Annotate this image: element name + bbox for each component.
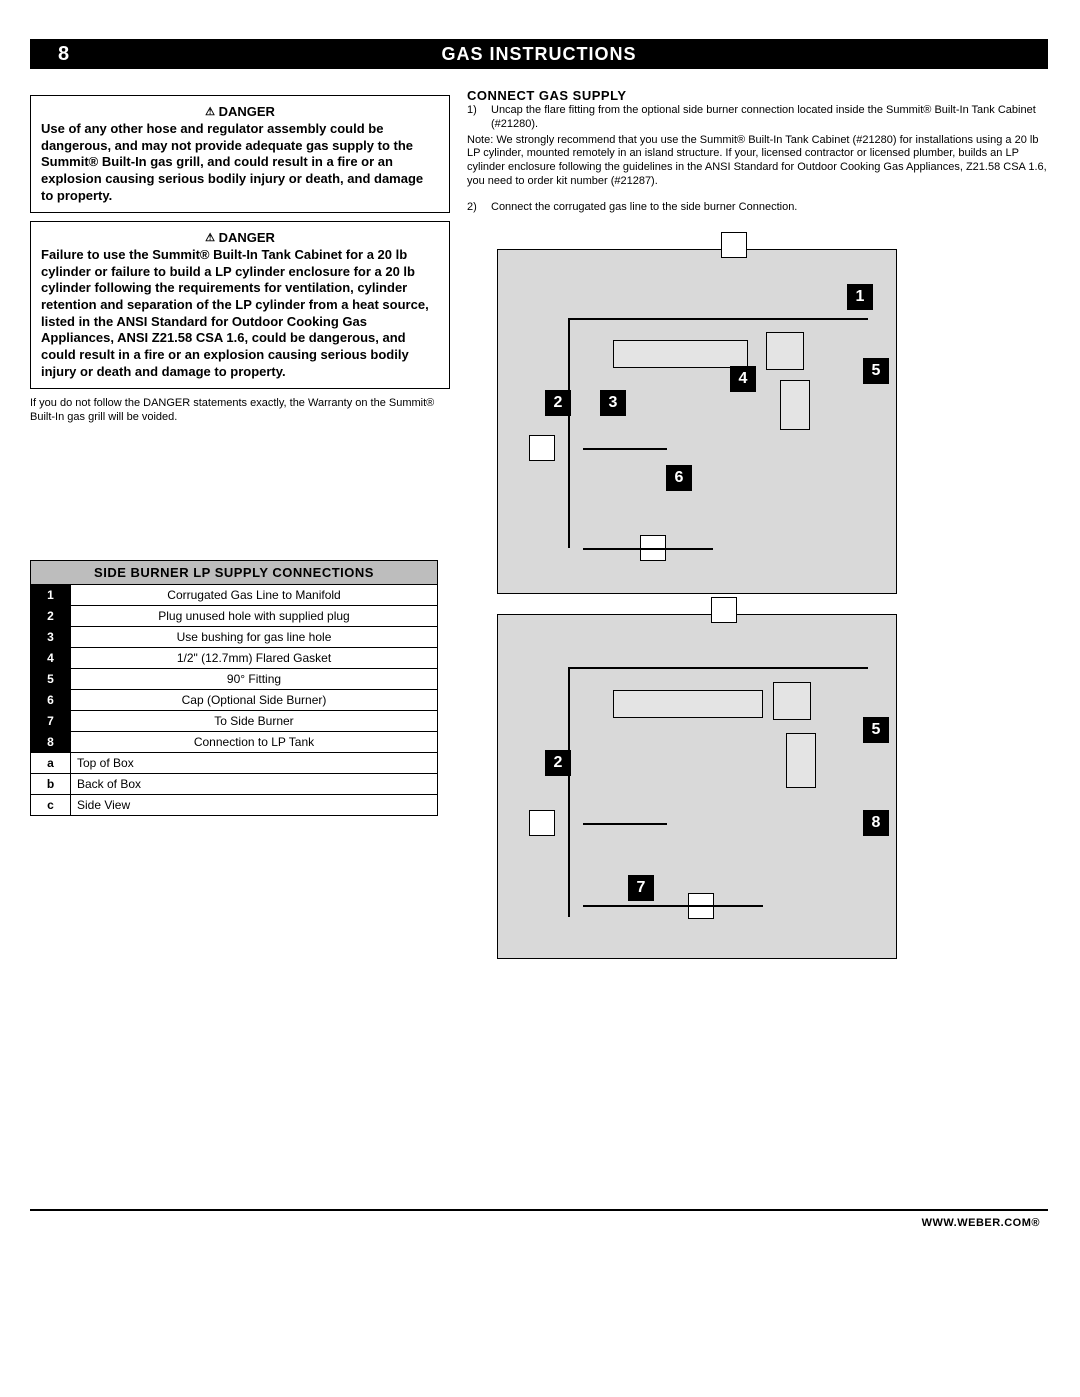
diagram-line: [583, 448, 667, 450]
fitting: [613, 340, 748, 368]
danger-2-title-text: DANGER: [219, 230, 275, 245]
header-bar: 8 GAS INSTRUCTIONS: [30, 39, 1048, 69]
danger-box-1: ⚠ DANGER Use of any other hose and regul…: [30, 95, 450, 213]
diagram-line: [583, 905, 763, 907]
warning-icon: ⚠: [205, 106, 215, 118]
diagram-square: [529, 810, 555, 836]
table-row: 7To Side Burner: [31, 710, 438, 731]
diagram-square: [711, 597, 737, 623]
table-row: 1Corrugated Gas Line to Manifold: [31, 584, 438, 605]
callout-4: 4: [730, 366, 756, 392]
list-text: Uncap the flare fitting from the optiona…: [491, 104, 1047, 132]
table-row: cSide View: [31, 794, 438, 815]
connect-note: Note: We strongly recommend that you use…: [467, 134, 1047, 189]
table-row: 8Connection to LP Tank: [31, 731, 438, 752]
list-text: Connect the corrugated gas line to the s…: [491, 201, 797, 215]
callout-2: 2: [545, 390, 571, 416]
table-row: 3Use bushing for gas line hole: [31, 626, 438, 647]
header-title: GAS INSTRUCTIONS: [30, 44, 1048, 65]
right-column: CONNECT GAS SUPPLY 1)Uncap the flare fit…: [467, 88, 1047, 959]
page-number: 8: [58, 43, 69, 66]
diagram-line: [568, 667, 868, 669]
tee-fitting: [780, 380, 810, 430]
fitting: [613, 690, 763, 718]
danger-2-title: ⚠ DANGER: [41, 230, 439, 245]
callout-5b: 5: [863, 717, 889, 743]
table-row: 590° Fitting: [31, 668, 438, 689]
danger-2-text: Failure to use the Summit® Built-In Tank…: [41, 247, 439, 380]
diagram-line: [583, 823, 667, 825]
diagram-line: [568, 318, 868, 320]
diagram-line: [583, 548, 713, 550]
danger-1-text: Use of any other hose and regulator asse…: [41, 121, 439, 204]
elbow-fitting: [766, 332, 804, 370]
connect-title: CONNECT GAS SUPPLY: [467, 88, 1047, 103]
table-title: SIDE BURNER LP SUPPLY CONNECTIONS: [31, 560, 438, 584]
table-row: 6Cap (Optional Side Burner): [31, 689, 438, 710]
table-row: 2Plug unused hole with supplied plug: [31, 605, 438, 626]
callout-6: 6: [666, 465, 692, 491]
callout-8: 8: [863, 810, 889, 836]
tee-fitting: [786, 733, 816, 788]
danger-1-title-text: DANGER: [219, 104, 275, 119]
diagram-square: [721, 232, 747, 258]
list-num: 2): [467, 201, 491, 215]
table-row: bBack of Box: [31, 773, 438, 794]
callout-1: 1: [847, 284, 873, 310]
table-row: 41/2" (12.7mm) Flared Gasket: [31, 647, 438, 668]
left-column: ⚠ DANGER Use of any other hose and regul…: [30, 95, 450, 816]
diagram-line: [568, 667, 570, 917]
table-row: aTop of Box: [31, 752, 438, 773]
footer-url: WWW.WEBER.COM®: [922, 1217, 1040, 1229]
connect-list: 1)Uncap the flare fitting from the optio…: [467, 104, 1047, 132]
connections-table: SIDE BURNER LP SUPPLY CONNECTIONS 1Corru…: [30, 560, 438, 816]
callout-2b: 2: [545, 750, 571, 776]
diagram-2: 2 5 8 7: [497, 614, 897, 959]
callout-7: 7: [628, 875, 654, 901]
connect-list-2: 2)Connect the corrugated gas line to the…: [467, 201, 1047, 215]
diagram-square: [529, 435, 555, 461]
list-num: 1): [467, 104, 491, 132]
danger-box-2: ⚠ DANGER Failure to use the Summit® Buil…: [30, 221, 450, 389]
danger-1-title: ⚠ DANGER: [41, 104, 439, 119]
warning-icon: ⚠: [205, 232, 215, 244]
warranty-note: If you do not follow the DANGER statemen…: [30, 397, 450, 425]
diagram-1: 1 2 3 4 5 6: [497, 249, 897, 594]
diagram-line: [568, 318, 570, 548]
footer-rule: [30, 1209, 1048, 1211]
callout-3: 3: [600, 390, 626, 416]
elbow-fitting: [773, 682, 811, 720]
callout-5: 5: [863, 358, 889, 384]
